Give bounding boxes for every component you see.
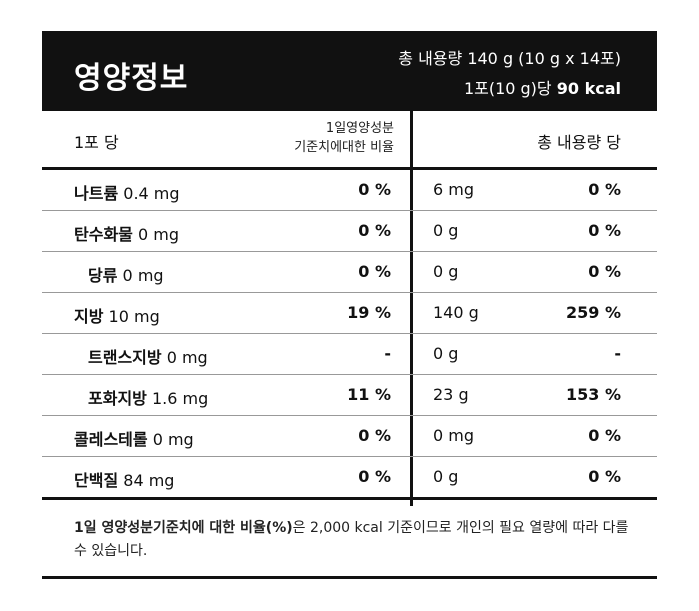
nutrient-total-amount: 0 g bbox=[433, 262, 459, 281]
nutrient-name: 당류 0 mg bbox=[88, 266, 164, 285]
footnote-rest: 은 2,000 kcal 기준이므로 개인의 필요 열량에 따라 다를 수 있습… bbox=[74, 520, 629, 559]
nutrient-daily-pct: 0 % bbox=[358, 426, 391, 445]
nutrient-name: 나트륨 0.4 mg bbox=[74, 184, 180, 203]
nutrient-row: 콜레스테롤 0 mg 0 % 0 mg 0 % bbox=[42, 416, 657, 457]
nutrition-header: 영양정보 총 내용량 140 g (10 g x 14포) 1포(10 g)당 … bbox=[42, 31, 657, 111]
per-serving-calories: 1포(10 g)당 90 kcal bbox=[464, 75, 621, 99]
column-headers: 1포 당 1일영양성분 기준치에대한 비율 총 내용량 당 bbox=[42, 111, 657, 170]
nutrient-total-amount: 6 mg bbox=[433, 180, 475, 199]
nutrient-daily-pct: 0 % bbox=[358, 467, 391, 486]
nutrient-daily-pct: 11 % bbox=[347, 385, 391, 404]
nutrient-row: 포화지방 1.6 mg 11 % 23 g 153 % bbox=[42, 375, 657, 416]
nutrient-row: 탄수화물 0 mg 0 % 0 g 0 % bbox=[42, 211, 657, 252]
total-header: 총 내용량 당 bbox=[537, 133, 621, 152]
nutrient-row: 나트륨 0.4 mg 0 % 6 mg 0 % bbox=[42, 170, 657, 211]
nutrient-total-pct: 259 % bbox=[566, 303, 621, 322]
nutrient-total-amount: 140 g bbox=[433, 303, 479, 322]
footnote-bold: 1일 영양성분기준치에 대한 비율(%) bbox=[74, 520, 293, 536]
nutrient-total-amount: 23 g bbox=[433, 385, 469, 404]
nutrition-facts-panel: 영양정보 총 내용량 140 g (10 g x 14포) 1포(10 g)당 … bbox=[42, 31, 657, 579]
nutrient-total-amount: 0 g bbox=[433, 467, 459, 486]
nutrient-total-pct: 153 % bbox=[566, 385, 621, 404]
daily-value-header: 1일영양성분 기준치에대한 비율 bbox=[237, 119, 394, 157]
nutrient-name: 포화지방 1.6 mg bbox=[88, 389, 209, 408]
per-unit-header: 1포 당 bbox=[74, 133, 119, 152]
nutrient-total-amount: 0 mg bbox=[433, 426, 475, 445]
nutrient-row: 지방 10 mg 19 % 140 g 259 % bbox=[42, 293, 657, 334]
nutrient-daily-pct: 0 % bbox=[358, 221, 391, 240]
nutrient-daily-pct: 19 % bbox=[347, 303, 391, 322]
nutrient-daily-pct: - bbox=[384, 344, 391, 363]
calories-value: 90 kcal bbox=[556, 79, 621, 98]
nutrient-total-pct: 0 % bbox=[588, 467, 621, 486]
bottom-rule bbox=[42, 576, 657, 579]
nutrient-row: 단백질 84 mg 0 % 0 g 0 % bbox=[42, 457, 657, 500]
nutrient-total-pct: 0 % bbox=[588, 426, 621, 445]
nutrient-name: 트랜스지방 0 mg bbox=[88, 348, 208, 367]
nutrient-name: 지방 10 mg bbox=[74, 307, 160, 326]
nutrition-title: 영양정보 bbox=[74, 61, 189, 96]
nutrient-total-pct: 0 % bbox=[588, 221, 621, 240]
nutrient-total-pct: 0 % bbox=[588, 262, 621, 281]
nutrient-name: 콜레스테롤 0 mg bbox=[74, 430, 194, 449]
per-serving-label: 1포(10 g)당 bbox=[463, 79, 552, 98]
nutrient-row: 트랜스지방 0 mg - 0 g - bbox=[42, 334, 657, 375]
nutrient-total-amount: 0 g bbox=[433, 344, 459, 363]
footnote: 1일 영양성분기준치에 대한 비율(%)은 2,000 kcal 기준이므로 개… bbox=[74, 517, 634, 563]
nutrient-name: 탄수화물 0 mg bbox=[74, 225, 179, 244]
nutrient-row: 당류 0 mg 0 % 0 g 0 % bbox=[42, 252, 657, 293]
daily-value-header-line2: 기준치에대한 비율 bbox=[294, 140, 394, 155]
column-divider bbox=[410, 111, 413, 506]
nutrient-daily-pct: 0 % bbox=[358, 180, 391, 199]
daily-value-header-line1: 1일영양성분 bbox=[325, 121, 394, 136]
nutrient-total-pct: - bbox=[614, 344, 621, 363]
nutrient-total-amount: 0 g bbox=[433, 221, 459, 240]
nutrient-name: 단백질 84 mg bbox=[74, 471, 175, 490]
nutrient-total-pct: 0 % bbox=[588, 180, 621, 199]
nutrient-daily-pct: 0 % bbox=[358, 262, 391, 281]
total-content: 총 내용량 140 g (10 g x 14포) bbox=[398, 49, 621, 68]
